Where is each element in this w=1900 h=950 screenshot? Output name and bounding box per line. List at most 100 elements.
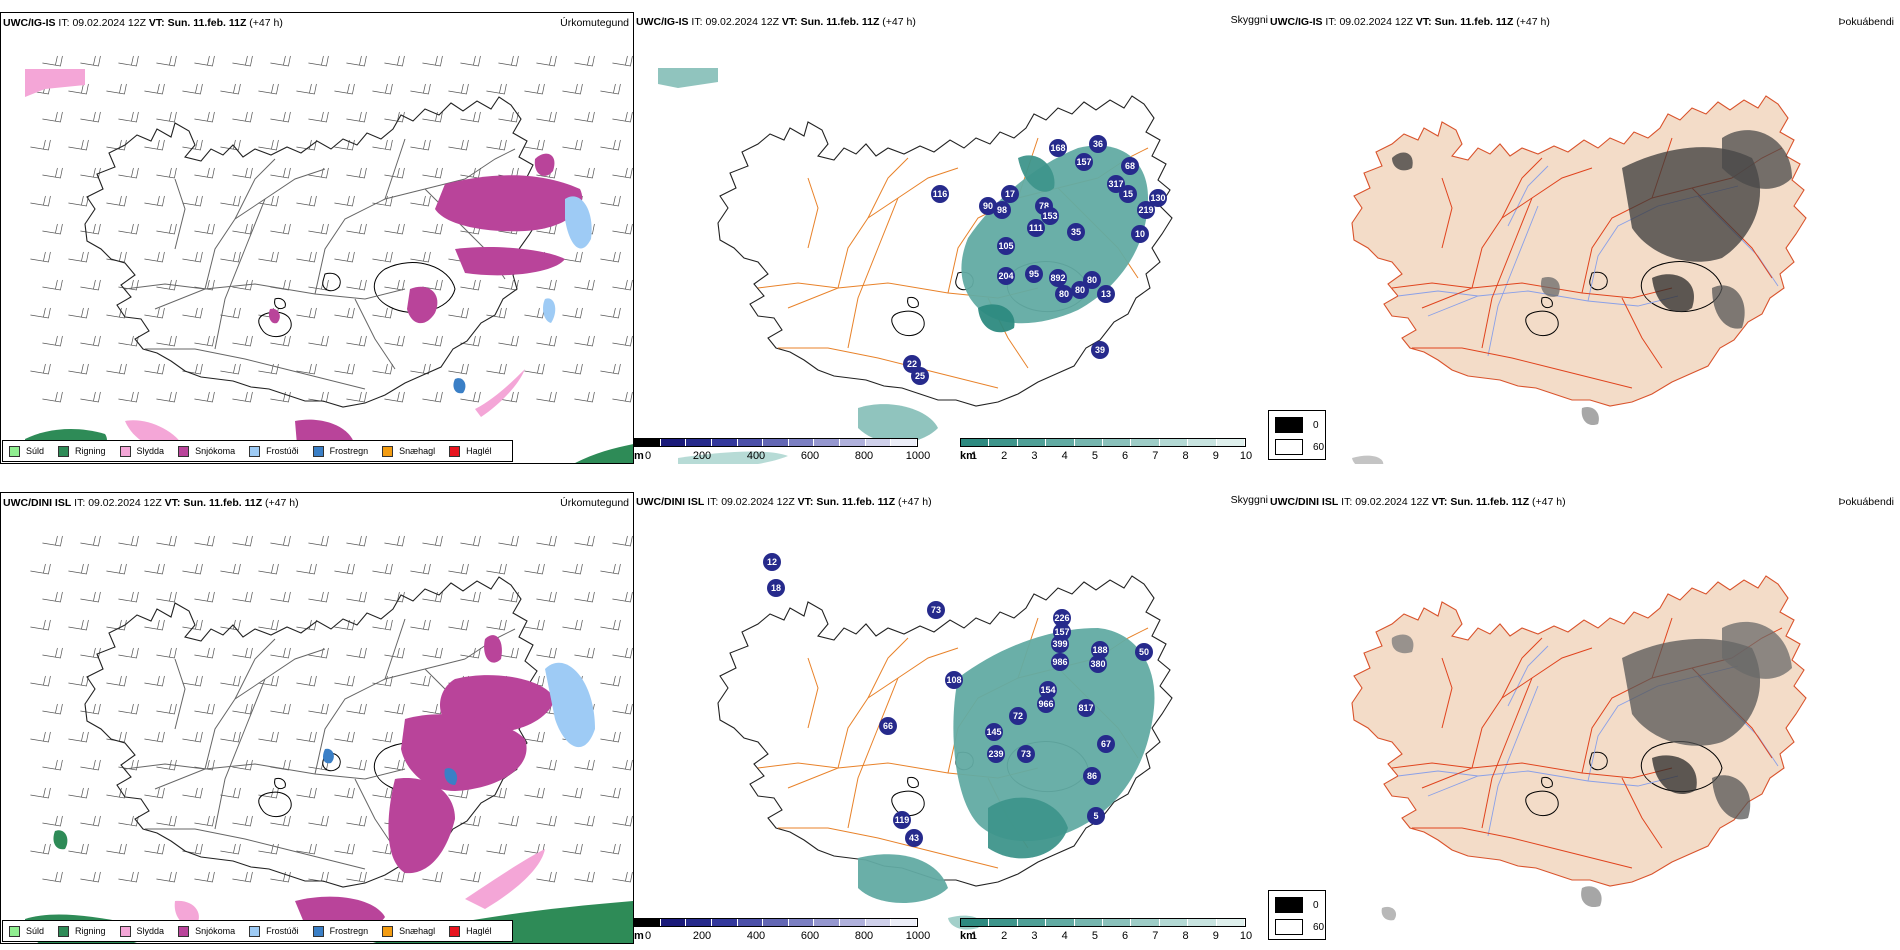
wind-barb xyxy=(524,307,545,319)
glacier-outline xyxy=(1525,310,1559,336)
road-line xyxy=(204,648,326,770)
wind-barb xyxy=(118,391,139,403)
visibility-km-colorbar: km 1 2 3 4 5 6 7 8 9 10 xyxy=(960,916,1268,944)
model-name: UWC/DINI ISL xyxy=(636,496,705,508)
wind-barb xyxy=(498,335,519,347)
wind-barb xyxy=(270,223,291,235)
wind-barb xyxy=(182,675,203,687)
panel-header: UWC/DINI ISL IT: 09.02.2024 12Z VT: Sun.… xyxy=(636,496,932,508)
visibility-label: 98 xyxy=(997,205,1007,215)
wind-barb xyxy=(460,111,481,123)
wind-barb xyxy=(460,55,481,67)
wind-barb xyxy=(308,223,329,235)
colorbar-tick: 9 xyxy=(1212,930,1219,942)
legend-swatch xyxy=(58,445,70,457)
wind-barb xyxy=(448,843,469,855)
glacier-outline xyxy=(907,297,919,309)
wind-barb xyxy=(270,647,291,659)
wind-barb xyxy=(346,335,367,347)
it-label: IT: xyxy=(58,17,70,29)
wind-barb xyxy=(156,335,177,347)
visibility-cell xyxy=(993,201,1011,219)
legend-label: Haglél xyxy=(466,926,492,936)
road-line xyxy=(384,138,406,200)
road-line xyxy=(1471,647,1593,769)
field-area xyxy=(465,849,545,909)
wind-barb xyxy=(296,843,317,855)
wind-barb xyxy=(410,675,431,687)
wind-barb xyxy=(346,647,367,659)
wind-barb xyxy=(118,279,139,291)
wind-barb xyxy=(372,675,393,687)
colorbar-cell xyxy=(1017,919,1047,926)
visibility-label: 317 xyxy=(1108,179,1123,189)
wind-barb xyxy=(574,55,595,67)
wind-barb xyxy=(144,843,165,855)
field-area xyxy=(435,175,583,232)
wind-barb xyxy=(232,647,253,659)
legend-label: Snjókoma xyxy=(195,446,236,456)
wind-barb xyxy=(144,731,165,743)
island-group xyxy=(658,68,1173,464)
wind-barb xyxy=(232,591,253,603)
legend-item: Frostregn xyxy=(312,445,368,457)
visibility-label: 12 xyxy=(767,557,777,567)
wind-barb xyxy=(422,111,443,123)
wind-barb xyxy=(346,223,367,235)
visibility-cell xyxy=(1039,681,1057,699)
wind-barb xyxy=(68,363,89,375)
visibility-cell xyxy=(1097,285,1115,303)
visibility-cell xyxy=(1067,223,1085,241)
wind-barb xyxy=(524,139,545,151)
wind-barb xyxy=(232,55,253,67)
wind-barb xyxy=(562,139,583,151)
visibility-cell xyxy=(1083,271,1101,289)
river-line xyxy=(1487,685,1539,837)
wind-barb xyxy=(232,535,253,547)
visibility-cell xyxy=(997,237,1015,255)
wind-barb xyxy=(118,759,139,771)
wind-barb xyxy=(30,563,51,575)
field-area xyxy=(1391,634,1414,654)
legend-swatch xyxy=(119,925,131,937)
colorbar-cell xyxy=(660,919,687,926)
precip-legend: Súld Rigning Slydda Snjókoma Frostúði Frostre… xyxy=(2,440,513,462)
field-area xyxy=(953,628,1155,842)
field-area xyxy=(268,308,280,324)
colorbar-tick: 1000 xyxy=(905,930,931,942)
visibility-label: 108 xyxy=(946,675,961,685)
visibility-label: 39 xyxy=(1095,345,1105,355)
lead-time: (+47 h) xyxy=(898,496,932,508)
wind-barb xyxy=(372,251,393,263)
wind-barb xyxy=(156,167,177,179)
wind-barb xyxy=(574,871,595,883)
wind-barb xyxy=(220,843,241,855)
wind-barb xyxy=(562,251,583,263)
wind-barb xyxy=(106,563,127,575)
wind-barb xyxy=(42,391,63,403)
wind-barb xyxy=(372,619,393,631)
wind-barb xyxy=(308,335,329,347)
visibility-m-colorbar: m 0 200 400 600 800 1000 xyxy=(634,436,940,464)
visibility-label: 68 xyxy=(1125,161,1135,171)
colorbar-cell xyxy=(1017,439,1047,446)
visibility-cell xyxy=(1027,219,1045,237)
legend-item: Snjókoma xyxy=(178,445,236,457)
visibility-cell xyxy=(931,185,949,203)
wind-barb xyxy=(448,363,469,375)
colorbar-tick: 6 xyxy=(1122,930,1129,942)
wind-barb xyxy=(574,759,595,771)
field-area xyxy=(1622,638,1761,746)
wind-barb xyxy=(422,55,443,67)
wind-barb xyxy=(612,647,633,659)
road-line xyxy=(1471,167,1593,289)
wind-barb xyxy=(600,363,621,375)
road-line xyxy=(1621,777,1663,849)
visibility-label: 130 xyxy=(1150,193,1165,203)
legend-swatch xyxy=(249,445,261,457)
colorbar-tick: 200 xyxy=(692,450,712,462)
road-line xyxy=(867,157,909,219)
wind-barb xyxy=(384,391,405,403)
wind-barb xyxy=(106,619,127,631)
island-group xyxy=(1351,575,1807,921)
